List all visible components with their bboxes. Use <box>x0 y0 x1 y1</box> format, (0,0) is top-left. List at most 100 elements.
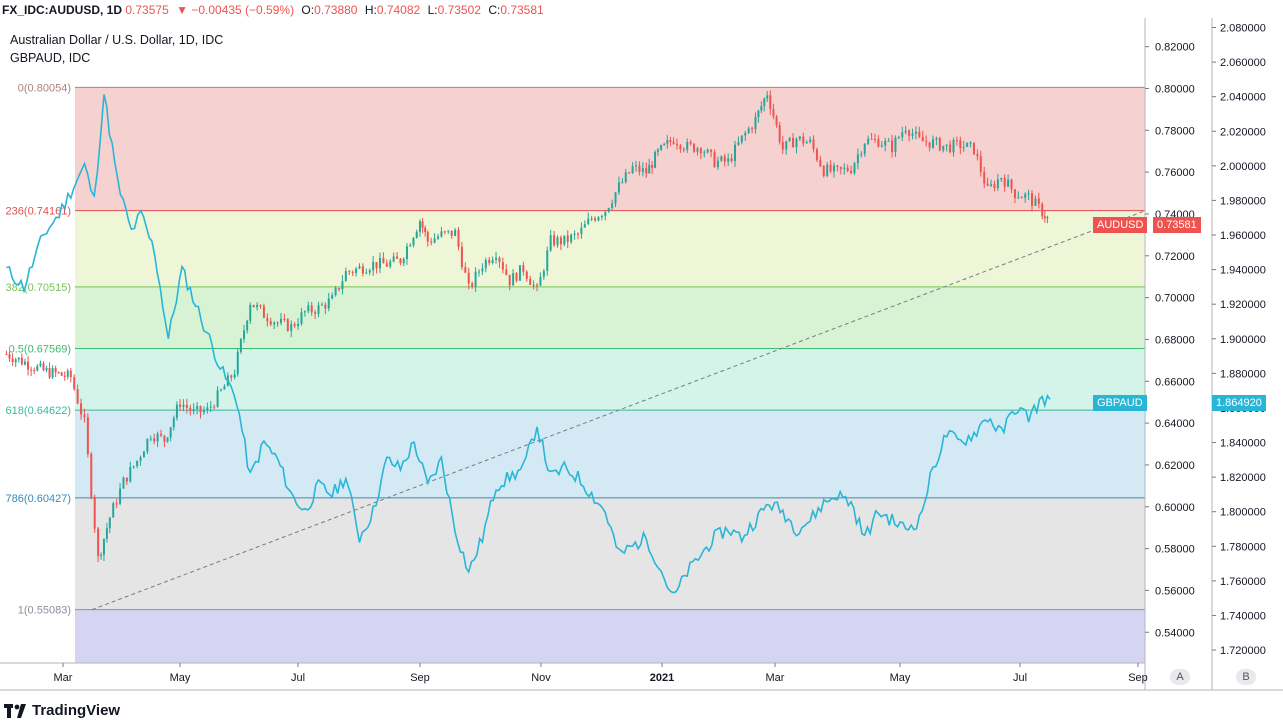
candle-body <box>621 182 624 184</box>
candle-body <box>624 172 627 183</box>
candle-body <box>36 365 39 371</box>
time-axis-label: Mar <box>54 672 73 684</box>
gbpaud-price-tag: 1.864920 <box>1212 395 1266 411</box>
candle-body <box>897 137 900 139</box>
candle-body <box>877 139 880 147</box>
candle-body <box>409 245 412 247</box>
candle-body <box>542 270 545 277</box>
candle-body <box>590 218 593 220</box>
fib-band <box>75 210 1145 287</box>
candle-body <box>246 320 249 331</box>
candle-body <box>206 407 209 411</box>
candle-body <box>266 317 269 322</box>
candle-body <box>334 288 337 296</box>
fib-band <box>75 87 1145 211</box>
candle-body <box>1007 179 1010 187</box>
candle-body <box>389 261 392 267</box>
candle-body <box>512 273 515 286</box>
candle-body <box>986 183 989 186</box>
symbol-name[interactable]: FX_IDC:AUDUSD, 1D <box>2 3 123 17</box>
fib-band <box>75 348 1145 411</box>
candle-body <box>172 418 175 428</box>
left-axis-label: 0.60000 <box>1155 502 1195 514</box>
candle-body <box>723 156 726 162</box>
candle-body <box>338 288 341 290</box>
compare-series-legend[interactable]: GBPAUD, IDC <box>10 51 91 65</box>
candle-body <box>129 467 132 482</box>
candle-body <box>952 139 955 153</box>
candle-body <box>969 142 972 144</box>
candle-body <box>972 142 975 155</box>
candle-body <box>979 156 982 172</box>
candle-body <box>454 229 457 237</box>
fib-level-label: 236(0.74161) <box>6 206 71 218</box>
candle-body <box>269 321 272 325</box>
left-axis-scale-button[interactable]: A <box>1170 669 1190 685</box>
candle-body <box>256 305 259 308</box>
audusd-name-tag: AUDUSD <box>1093 217 1148 233</box>
candle-body <box>146 438 149 452</box>
candle-body <box>563 235 566 245</box>
candle-body <box>553 235 556 246</box>
right-axis-label: 2.020000 <box>1220 126 1266 138</box>
candle-body <box>925 141 928 143</box>
candle-body <box>76 389 79 404</box>
right-axis-label: 1.900000 <box>1220 334 1266 346</box>
right-axis-scale-button[interactable]: B <box>1236 669 1256 685</box>
candle-body <box>911 133 914 136</box>
candle-body <box>223 386 226 390</box>
candle-body <box>341 281 344 290</box>
candle-body <box>372 262 375 271</box>
candle-body <box>1017 197 1020 199</box>
candle-body <box>760 106 763 111</box>
candle-body <box>798 136 801 140</box>
fib-level-label: 1(0.55083) <box>18 605 71 617</box>
candle-body <box>843 167 846 169</box>
candle-body <box>628 172 631 174</box>
candle-body <box>894 137 897 153</box>
candle-body <box>959 140 962 149</box>
main-series-legend[interactable]: Australian Dollar / U.S. Dollar, 1D, IDC <box>10 33 224 47</box>
candle-body <box>689 142 692 144</box>
candle-body <box>160 433 163 436</box>
candle-body <box>447 230 450 232</box>
candle-body <box>880 145 883 147</box>
candle-body <box>901 132 904 138</box>
candle-body <box>42 363 45 371</box>
time-axis-label: 2021 <box>650 672 674 684</box>
candle-body <box>829 164 832 172</box>
tradingview-logo[interactable]: TradingView <box>4 702 120 719</box>
down-arrow-icon: ▼ <box>176 3 188 17</box>
candle-body <box>153 438 156 442</box>
candle-body <box>424 227 427 233</box>
tradingview-logo-icon <box>4 703 26 718</box>
candle-body <box>822 166 825 176</box>
right-axis-label: 1.880000 <box>1220 368 1266 380</box>
candle-body <box>638 165 641 172</box>
gbpaud-compare-line <box>6 94 1051 594</box>
high-value: 0.74082 <box>376 3 421 17</box>
tradingview-brand: TradingView <box>32 702 121 719</box>
candle-body <box>83 414 86 418</box>
low-value: 0.73502 <box>437 3 481 17</box>
candle-body <box>775 116 778 126</box>
candle-body <box>703 152 706 154</box>
candle-body <box>474 271 477 287</box>
candle-body <box>539 276 542 286</box>
right-axis-label: 2.040000 <box>1220 92 1266 104</box>
candle-body <box>60 372 63 376</box>
symbol-header: FX_IDC:AUDUSD, 1D 0.73575 ▼ −0.00435 (−0… <box>2 3 548 17</box>
candle-body <box>587 218 590 225</box>
open-value: 0.73880 <box>314 3 358 17</box>
audusd-price-tag: 0.73581 <box>1153 217 1201 233</box>
left-axis-label: 0.82000 <box>1155 42 1195 54</box>
candle-body <box>33 370 36 372</box>
candle-body <box>382 257 385 264</box>
candle-body <box>460 246 463 268</box>
candle-body <box>450 230 453 237</box>
candle-body <box>805 141 808 144</box>
candle-body <box>97 528 100 557</box>
candle-body <box>437 236 440 239</box>
candle-body <box>192 409 195 412</box>
